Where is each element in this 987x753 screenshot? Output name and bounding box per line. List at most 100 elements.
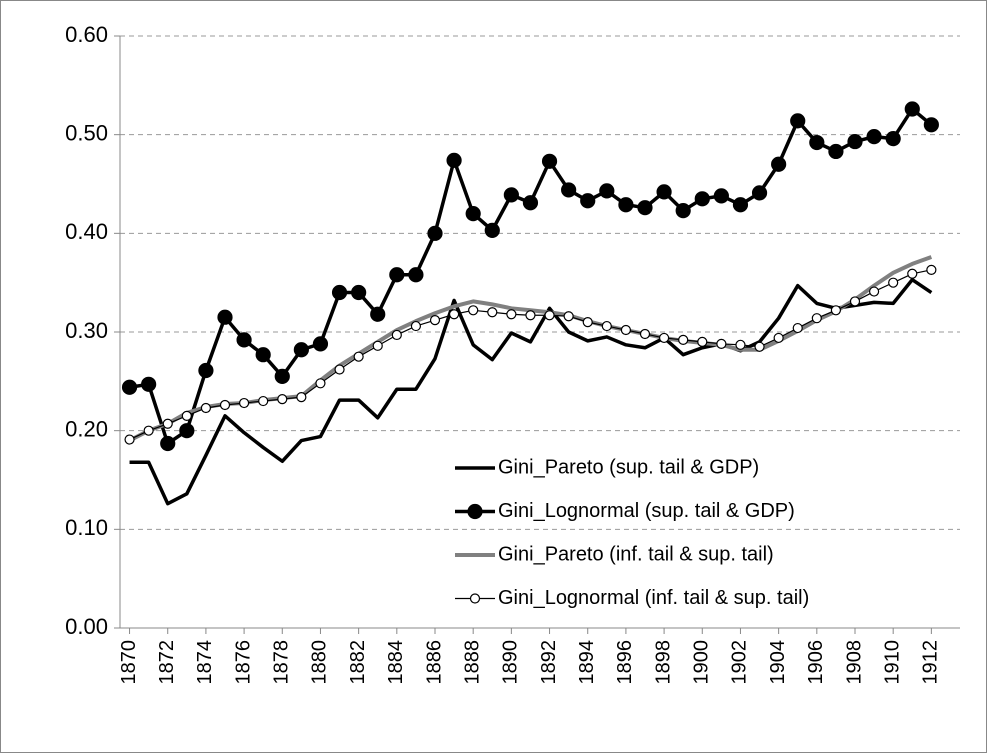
data-point (274, 368, 290, 384)
data-point (219, 399, 231, 411)
x-tick-label: 1902 (729, 640, 751, 685)
x-tick-label: 1898 (652, 640, 674, 685)
data-point (658, 332, 670, 344)
data-point (200, 402, 212, 414)
data-point (849, 296, 861, 307)
data-point (525, 310, 536, 321)
data-point (697, 336, 708, 347)
data-point (620, 324, 632, 336)
legend-label: Gini_Lognormal (sup. tail & GDP) (498, 500, 795, 522)
data-point (639, 328, 651, 340)
data-point (143, 425, 154, 436)
x-tick-label: 1882 (347, 640, 369, 685)
data-point (334, 364, 345, 375)
y-tick-label: 0.10 (65, 515, 108, 540)
x-tick-label: 1880 (309, 640, 331, 685)
data-point (465, 206, 481, 222)
data-point (331, 284, 348, 301)
y-tick-label: 0.60 (65, 22, 108, 47)
data-point (293, 342, 309, 358)
x-tick-label: 1908 (843, 640, 865, 685)
data-point (754, 341, 765, 352)
x-tick-label: 1894 (576, 640, 598, 685)
data-point (675, 203, 691, 219)
data-point (637, 200, 653, 216)
y-tick-label: 0.20 (65, 416, 108, 441)
data-point (389, 267, 405, 283)
data-point (599, 183, 615, 199)
data-point (716, 338, 727, 349)
x-tick-label: 1896 (614, 640, 636, 685)
data-point (258, 395, 269, 407)
data-point (236, 332, 252, 348)
legend-marker (467, 503, 483, 520)
data-point (124, 434, 135, 445)
data-point (468, 305, 479, 316)
data-point (694, 191, 710, 207)
data-point (563, 311, 574, 322)
data-point (541, 153, 558, 169)
legend-label: Gini_Lognormal (inf. tail & sup. tail) (498, 587, 809, 609)
x-tick-label: 1876 (232, 640, 254, 685)
data-point (678, 334, 689, 345)
data-point (561, 182, 577, 198)
data-point (732, 197, 749, 213)
data-point (506, 309, 517, 320)
x-tick-label: 1910 (881, 640, 903, 685)
x-tick-label: 1870 (118, 640, 140, 685)
data-point (885, 131, 901, 147)
data-point (296, 392, 307, 403)
data-point (312, 336, 329, 352)
x-tick-label: 1888 (461, 640, 483, 685)
data-point (353, 351, 364, 362)
data-point (923, 117, 939, 133)
legend-marker (469, 593, 481, 604)
x-tick-label: 1892 (538, 640, 560, 685)
data-point (773, 332, 784, 344)
data-point (484, 222, 500, 238)
x-tick-label: 1872 (156, 640, 178, 685)
data-point (713, 188, 729, 204)
data-point (446, 152, 462, 168)
data-point (408, 267, 424, 283)
x-tick-label: 1912 (920, 640, 942, 685)
data-point (868, 286, 880, 297)
data-point (601, 320, 612, 332)
data-point (771, 156, 787, 172)
x-tick-label: 1884 (385, 640, 407, 685)
data-point (162, 418, 173, 429)
y-tick-label: 0.30 (65, 318, 108, 343)
data-point (315, 378, 326, 389)
data-point (735, 339, 746, 350)
data-point (790, 113, 806, 129)
data-point (809, 134, 825, 151)
data-point (391, 329, 402, 341)
x-tick-label: 1874 (194, 640, 216, 685)
data-point (503, 187, 519, 203)
data-point (198, 362, 214, 379)
x-tick-label: 1878 (271, 640, 293, 685)
data-point (751, 185, 768, 201)
data-point (888, 277, 899, 288)
x-tick-label: 1904 (767, 640, 789, 685)
legend-label: Gini_Pareto (sup. tail & GDP) (498, 456, 759, 478)
data-point (277, 393, 288, 405)
series-line (129, 277, 933, 506)
y-tick-label: 0.50 (65, 120, 108, 145)
x-tick-label: 1906 (805, 640, 827, 685)
data-point (121, 379, 138, 395)
x-tick-label: 1886 (423, 640, 445, 685)
data-point (448, 309, 460, 320)
data-point (866, 129, 882, 145)
data-point (904, 101, 920, 117)
data-point (372, 340, 383, 351)
x-tick-label: 1900 (691, 640, 713, 685)
data-point (582, 317, 593, 328)
data-point (217, 309, 233, 325)
data-point (487, 307, 498, 318)
data-point (926, 264, 937, 275)
data-point (238, 397, 250, 409)
y-tick-label: 0.00 (65, 614, 108, 639)
